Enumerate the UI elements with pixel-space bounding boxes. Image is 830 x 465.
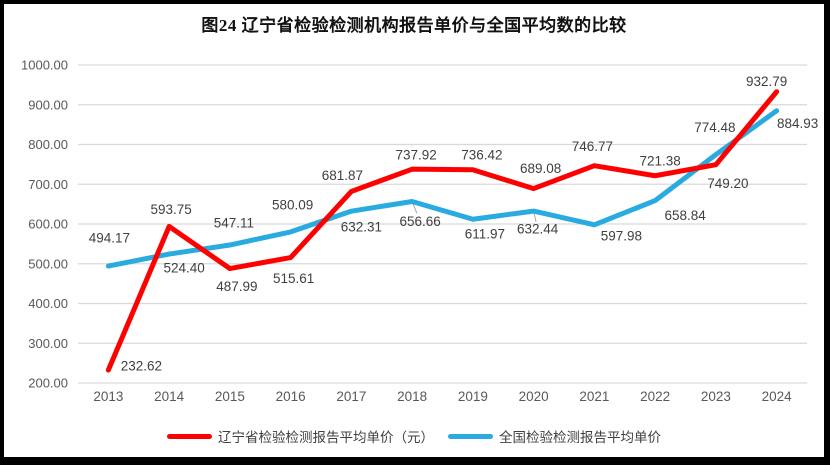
svg-text:611.97: 611.97 — [465, 227, 505, 242]
svg-text:200.00: 200.00 — [28, 376, 68, 391]
svg-text:800.00: 800.00 — [28, 137, 68, 152]
svg-text:884.93: 884.93 — [777, 116, 818, 131]
svg-text:746.77: 746.77 — [572, 139, 613, 154]
chart-legend: 辽宁省检验检测报告平均单价（元） 全国检验检测报告平均单价 — [4, 426, 824, 446]
legend-label-liaoning: 辽宁省检验检测报告平均单价（元） — [218, 430, 434, 445]
svg-text:524.40: 524.40 — [163, 261, 204, 276]
svg-text:658.84: 658.84 — [664, 208, 706, 223]
svg-text:2023: 2023 — [701, 389, 731, 404]
svg-text:494.17: 494.17 — [89, 231, 130, 246]
svg-text:721.38: 721.38 — [639, 153, 680, 168]
svg-text:232.62: 232.62 — [121, 359, 162, 374]
svg-text:597.98: 597.98 — [601, 228, 642, 243]
svg-text:681.87: 681.87 — [322, 168, 363, 183]
legend-line-swatch-blue — [448, 433, 493, 439]
legend-item-liaoning: 辽宁省检验检测报告平均单价（元） — [167, 426, 434, 446]
svg-text:2024: 2024 — [762, 389, 793, 404]
line-chart-plot: 200.00 300.00 400.00 500.00 600.00 700.00 800.… — [21, 58, 818, 405]
svg-text:656.66: 656.66 — [399, 214, 440, 229]
svg-text:774.48: 774.48 — [694, 120, 735, 135]
svg-text:700.00: 700.00 — [28, 177, 68, 192]
svg-text:300.00: 300.00 — [28, 336, 68, 351]
svg-text:2017: 2017 — [336, 389, 366, 404]
svg-text:487.99: 487.99 — [216, 279, 257, 294]
svg-text:500.00: 500.00 — [28, 256, 68, 271]
svg-text:515.61: 515.61 — [273, 271, 314, 286]
svg-text:547.11: 547.11 — [214, 216, 254, 231]
chart-title: 图24 辽宁省检验检测机构报告单价与全国平均数的比较 — [201, 16, 627, 35]
legend-item-national: 全国检验检测报告平均单价 — [448, 426, 661, 446]
svg-text:2016: 2016 — [276, 389, 306, 404]
svg-text:2020: 2020 — [519, 389, 549, 404]
legend-line-swatch-red — [167, 433, 212, 439]
svg-text:2019: 2019 — [458, 389, 488, 404]
svg-text:2021: 2021 — [579, 389, 609, 404]
svg-text:2015: 2015 — [215, 389, 245, 404]
svg-text:632.31: 632.31 — [341, 220, 382, 235]
svg-text:400.00: 400.00 — [28, 296, 68, 311]
svg-text:632.44: 632.44 — [517, 222, 559, 237]
svg-text:900.00: 900.00 — [28, 97, 68, 112]
legend-label-national: 全国检验检测报告平均单价 — [499, 430, 661, 445]
svg-text:2013: 2013 — [93, 389, 123, 404]
svg-text:2014: 2014 — [154, 389, 185, 404]
svg-text:749.20: 749.20 — [707, 176, 748, 191]
svg-text:593.75: 593.75 — [150, 202, 191, 217]
svg-text:1000.00: 1000.00 — [21, 58, 68, 73]
svg-text:2022: 2022 — [640, 389, 670, 404]
svg-text:736.42: 736.42 — [461, 147, 502, 162]
svg-text:600.00: 600.00 — [28, 217, 68, 232]
svg-text:580.09: 580.09 — [272, 197, 313, 212]
svg-text:737.92: 737.92 — [395, 148, 436, 163]
svg-text:932.79: 932.79 — [746, 74, 787, 89]
svg-text:689.08: 689.08 — [520, 161, 561, 176]
svg-text:2018: 2018 — [397, 389, 427, 404]
